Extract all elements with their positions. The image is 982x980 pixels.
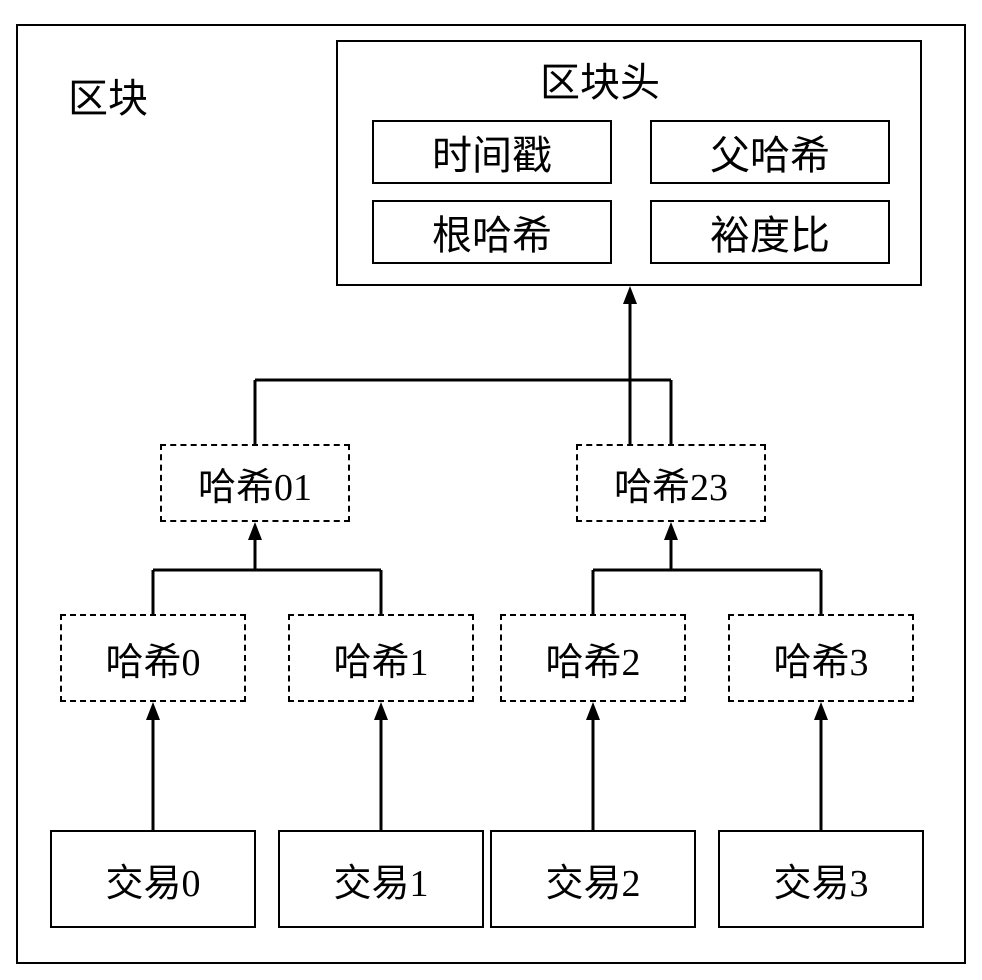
hash-node-2-label: 哈希2 — [545, 631, 640, 686]
tx-node-2-label: 交易2 — [545, 852, 640, 907]
tx-node-2: 交易2 — [490, 830, 696, 928]
hash-node-1: 哈希1 — [288, 614, 474, 702]
hash-node-0: 哈希0 — [60, 614, 246, 702]
tx-node-0-label: 交易0 — [105, 852, 200, 907]
hash-node-01-label: 哈希01 — [198, 456, 312, 511]
tx-node-3: 交易3 — [718, 830, 924, 928]
hash-node-2: 哈希2 — [500, 614, 686, 702]
hash-node-3-label: 哈希3 — [773, 631, 868, 686]
tx-node-3-label: 交易3 — [773, 852, 868, 907]
field-parent-hash: 父哈希 — [650, 120, 890, 184]
tx-node-0: 交易0 — [50, 830, 256, 928]
field-parent-hash-label: 父哈希 — [710, 123, 830, 181]
hash-node-23-label: 哈希23 — [614, 456, 728, 511]
block-header-title: 区块头 — [540, 50, 660, 108]
hash-node-01: 哈希01 — [160, 444, 350, 522]
hash-node-0-label: 哈希0 — [105, 631, 200, 686]
hash-node-1-label: 哈希1 — [333, 631, 428, 686]
field-timestamp-label: 时间戳 — [432, 123, 552, 181]
field-timestamp: 时间戳 — [372, 120, 612, 184]
field-margin-ratio-label: 裕度比 — [710, 203, 830, 261]
hash-node-3: 哈希3 — [728, 614, 914, 702]
hash-node-23: 哈希23 — [576, 444, 766, 522]
field-root-hash-label: 根哈希 — [432, 203, 552, 261]
tx-node-1-label: 交易1 — [333, 852, 428, 907]
field-margin-ratio: 裕度比 — [650, 200, 890, 264]
diagram-canvas: 区块 区块头 时间戳 父哈希 根哈希 裕度比 哈希01 哈希23 哈希0 哈希1… — [0, 0, 982, 980]
block-label: 区块 — [68, 66, 148, 124]
tx-node-1: 交易1 — [278, 830, 484, 928]
field-root-hash: 根哈希 — [372, 200, 612, 264]
